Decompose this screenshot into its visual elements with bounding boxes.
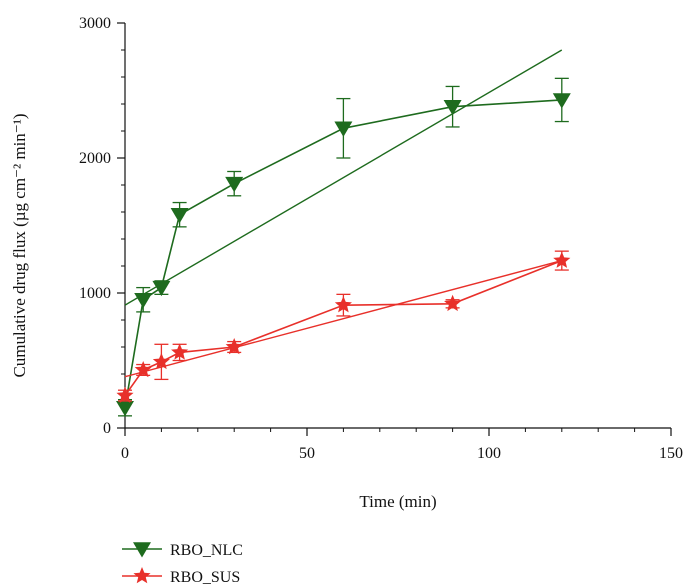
data-point-rbo-nlc	[134, 293, 153, 309]
legend-item-rbo-sus: RBO_SUS	[122, 567, 240, 586]
y-tick-label: 0	[103, 420, 111, 437]
data-point-rbo-sus	[334, 296, 352, 313]
data-point-rbo-nlc	[334, 121, 353, 137]
x-tick-label: 0	[121, 445, 129, 462]
data-point-rbo-nlc	[552, 93, 571, 109]
plot-area	[116, 49, 571, 417]
data-point-rbo-nlc	[152, 280, 171, 297]
legend-label: RBO_SUS	[170, 569, 240, 586]
data-point-rbo-sus	[444, 294, 462, 312]
y-tick-label: 3000	[79, 15, 111, 32]
legend: RBO_NLC RBO_SUS	[122, 542, 243, 586]
axes: 0 1000 2000 3000 0 50 100 150	[79, 15, 683, 462]
x-tick-label: 50	[299, 445, 315, 462]
fit-line-rbo-nlc	[124, 49, 563, 306]
y-axis-title: Cumulative drug flux (µg cm⁻² min⁻¹)	[10, 113, 29, 377]
legend-label: RBO_NLC	[170, 542, 243, 559]
legend-marker	[133, 542, 151, 558]
data-point-rbo-sus	[152, 352, 170, 370]
legend-marker	[133, 567, 151, 584]
y-tick-label: 1000	[79, 285, 111, 302]
x-tick-label: 100	[477, 445, 501, 462]
data-point-rbo-sus	[171, 343, 189, 360]
data-point-rbo-nlc	[170, 207, 189, 224]
series-rbo-nlc	[116, 49, 571, 417]
series-line-rbo-sus	[124, 259, 563, 397]
legend-item-rbo-nlc: RBO_NLC	[122, 542, 243, 559]
fit-line-rbo-sus	[124, 259, 562, 378]
data-point-rbo-sus	[225, 338, 243, 355]
series-rbo-sus	[116, 250, 571, 403]
data-point-rbo-sus	[116, 386, 134, 403]
data-point-rbo-nlc	[443, 99, 462, 116]
data-point-rbo-nlc	[225, 176, 244, 193]
x-tick-label: 150	[659, 445, 683, 462]
data-point-rbo-nlc	[116, 401, 134, 417]
data-point-rbo-sus	[134, 360, 152, 378]
data-point-rbo-sus	[553, 251, 571, 268]
y-tick-label: 2000	[79, 150, 111, 167]
x-axis-title: Time (min)	[359, 492, 436, 511]
